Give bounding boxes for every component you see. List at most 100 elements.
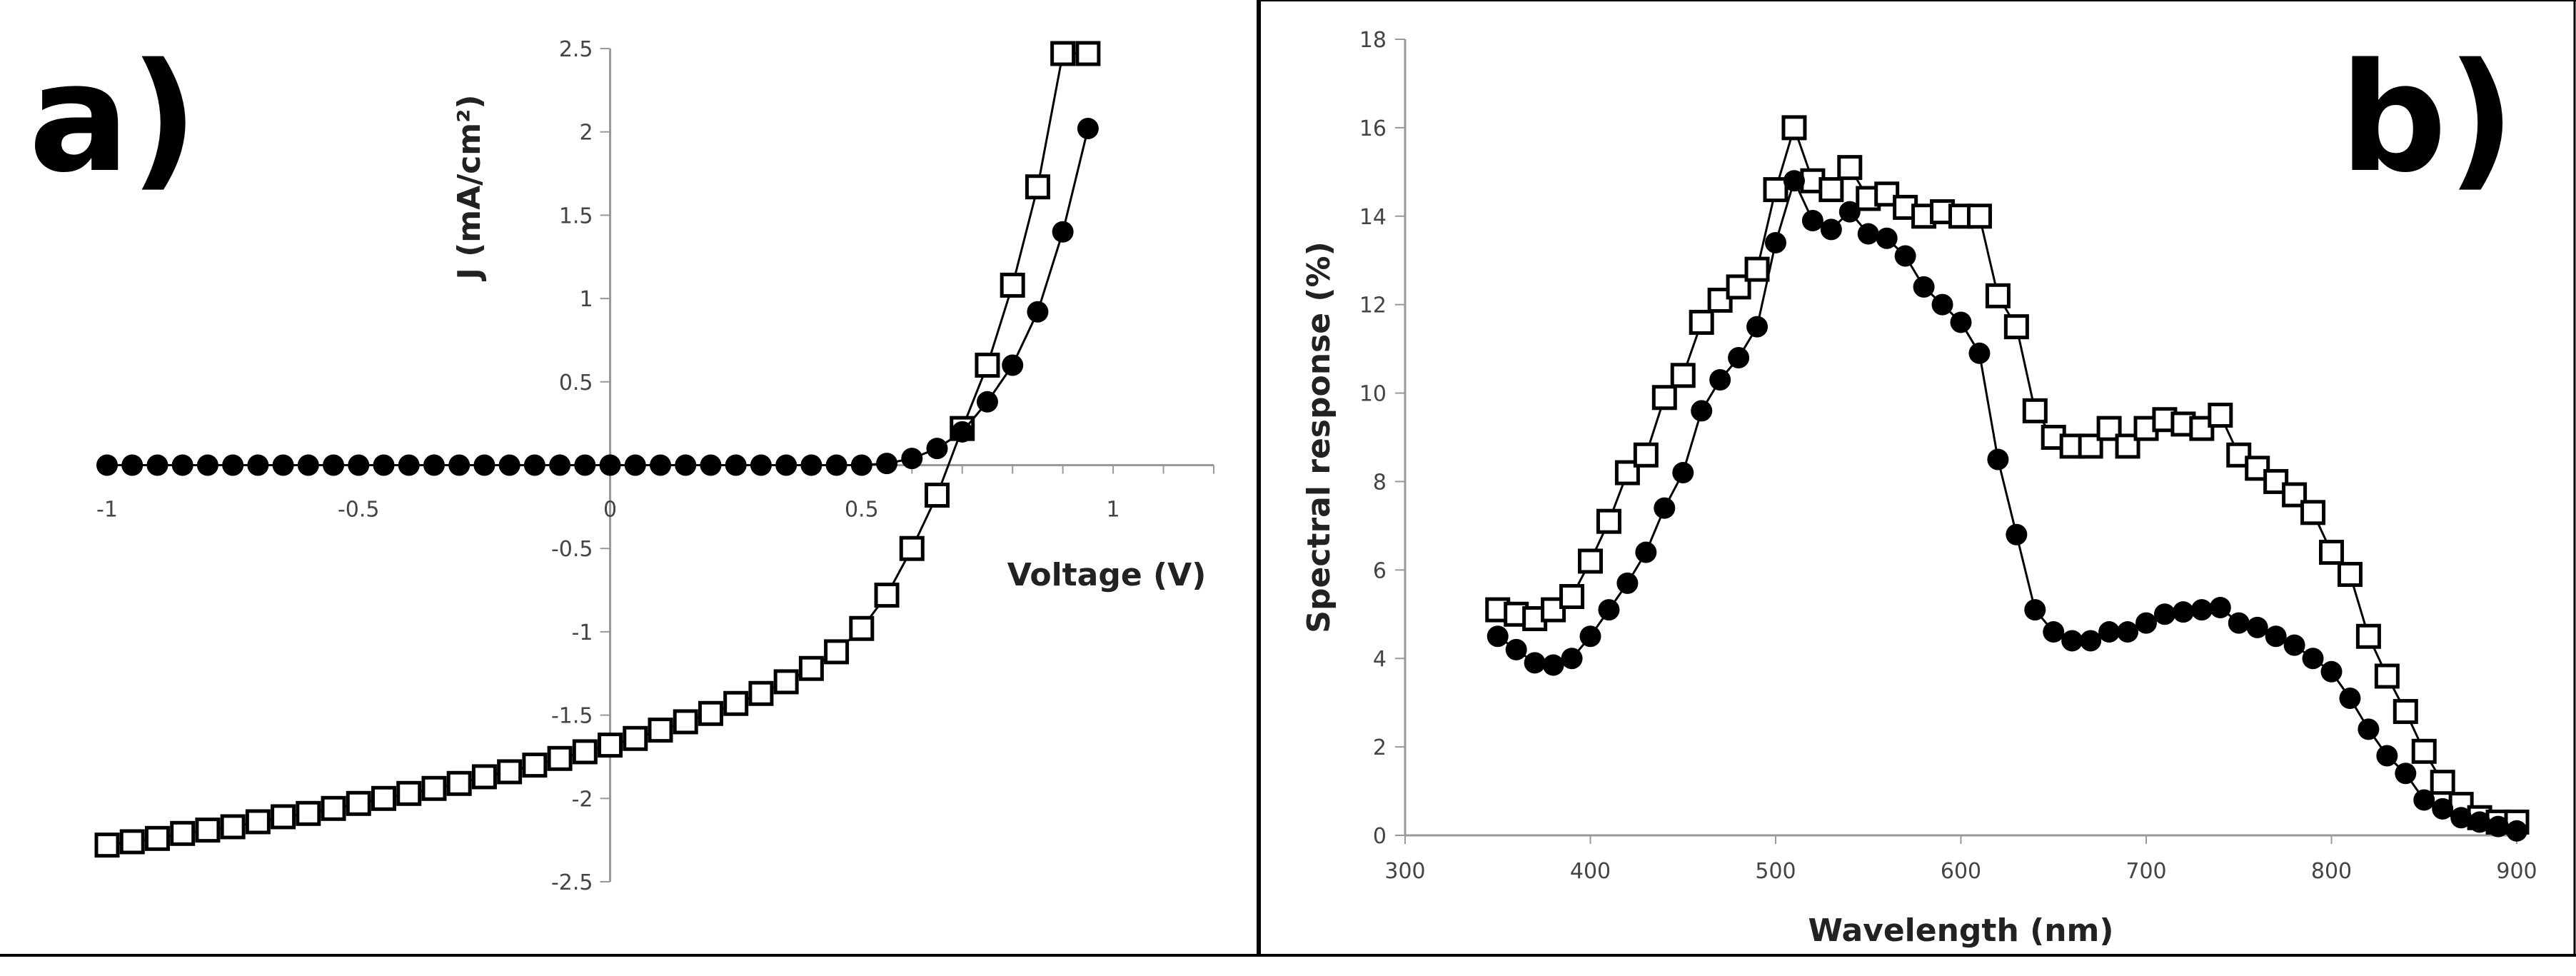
data-point-light [874, 583, 900, 608]
data-point-filled-circle [2209, 596, 2231, 618]
data-point-open-square [2374, 663, 2400, 689]
data-point-light [195, 817, 221, 843]
data-point-filled-circle [2117, 621, 2139, 643]
data-point-light [321, 795, 346, 821]
x-tick-label: 500 [1755, 859, 1796, 884]
data-point-dark [725, 454, 747, 476]
data-point-filled-circle [2061, 630, 2083, 652]
data-point-light [925, 483, 950, 508]
data-point-filled-circle [1857, 223, 1879, 245]
y-tick-label: -0.5 [551, 537, 593, 562]
data-point-filled-circle [1987, 448, 2009, 471]
y-tick-label: 1.5 [559, 203, 593, 228]
data-point-filled-circle [2153, 603, 2175, 625]
data-point-filled-circle [2172, 601, 2194, 623]
data-point-light [748, 680, 774, 706]
x-axis-title: Voltage (V) [1007, 557, 1207, 593]
x-tick-label: 800 [2311, 859, 2352, 884]
data-point-dark [1052, 221, 1074, 243]
data-point-dark [398, 454, 420, 476]
data-point-filled-circle [2487, 815, 2510, 837]
data-point-filled-circle [2339, 687, 2361, 709]
data-point-filled-circle [2413, 789, 2435, 811]
data-point-light [698, 700, 723, 726]
data-point-open-square [1559, 584, 1585, 609]
series-line-dark [107, 128, 1090, 466]
data-point-open-square [2022, 398, 2048, 423]
data-point-dark [675, 454, 697, 476]
data-point-open-square [1578, 548, 1603, 574]
data-point-light [975, 352, 1000, 378]
data-point-dark [876, 453, 898, 475]
data-point-filled-circle [1561, 648, 1583, 670]
data-point-filled-circle [2135, 612, 2157, 634]
data-point-filled-circle [1728, 347, 1750, 368]
data-point-open-square [2411, 738, 2437, 764]
data-point-filled-circle [2506, 820, 2527, 842]
data-point-dark [196, 454, 218, 476]
data-point-dark [96, 454, 118, 476]
data-point-dark [323, 454, 345, 476]
data-point-dark [926, 438, 948, 460]
data-point-dark [1002, 354, 1024, 376]
data-point-light [271, 804, 296, 830]
data-point-filled-circle [1931, 293, 1953, 316]
data-point-open-square [2393, 699, 2418, 725]
data-point-light [1050, 41, 1076, 66]
data-point-filled-circle [1635, 541, 1657, 563]
data-point-open-square [2300, 500, 2326, 525]
data-point-light [723, 690, 749, 716]
x-tick-label: 0.5 [845, 498, 879, 523]
data-point-light [170, 820, 196, 846]
x-axis-title: Wavelength (nm) [1808, 912, 2114, 949]
data-point-filled-circle [1672, 462, 1694, 484]
data-point-light [119, 829, 145, 855]
data-point-light [673, 709, 698, 735]
data-point-filled-circle [2320, 660, 2343, 683]
data-point-open-square [1651, 385, 1677, 411]
data-point-filled-circle [2043, 621, 2065, 643]
data-point-light [547, 745, 573, 771]
data-point-dark [121, 454, 144, 476]
series-line-open-square [1497, 124, 2517, 823]
data-point-light [773, 669, 799, 695]
data-point-light [598, 733, 623, 758]
y-tick-label: -1.5 [551, 704, 593, 729]
data-point-filled-circle [1616, 572, 1639, 594]
data-point-filled-circle [1486, 625, 1509, 648]
data-point-light [522, 753, 548, 778]
data-point-light [849, 615, 875, 641]
data-point-filled-circle [2024, 599, 2046, 621]
data-point-filled-circle [2358, 718, 2380, 740]
data-point-dark [599, 454, 621, 476]
data-point-light [471, 764, 497, 790]
data-point-dark [222, 454, 244, 476]
y-axis-title: J (mA/cm²) [451, 94, 488, 281]
data-point-dark [574, 454, 596, 476]
data-point-dark [297, 454, 319, 476]
y-tick-label: 1 [579, 287, 593, 312]
data-point-open-square [2208, 403, 2233, 428]
y-tick-label: 6 [1373, 558, 1387, 583]
data-point-filled-circle [1968, 342, 1991, 364]
data-point-filled-circle [2376, 745, 2398, 767]
data-point-dark [171, 454, 193, 476]
data-point-open-square [1781, 115, 1807, 141]
data-point-light [824, 639, 850, 665]
panel-a-iv-chart: -1 -0.5 0 0.5 1 -2.5 -2 -1.5 -1 -0.5 0.5 1 1.5 2 2.5 Vo… [29, 31, 1214, 895]
data-point-dark [473, 454, 495, 476]
data-point-filled-circle [1542, 654, 1564, 676]
data-point-light [899, 535, 925, 561]
data-point-filled-circle [1691, 400, 1713, 422]
data-point-light [396, 780, 422, 806]
data-point-filled-circle [2098, 621, 2120, 643]
data-point-light [220, 814, 246, 840]
data-point-light [245, 809, 271, 835]
y-tick-label: -1 [572, 620, 593, 645]
y-tick-label: 2 [579, 121, 593, 146]
y-tick-label: 10 [1359, 382, 1387, 407]
data-point-dark [423, 454, 445, 476]
data-point-dark [348, 454, 370, 476]
data-point-dark [976, 391, 998, 413]
data-point-filled-circle [1505, 638, 1527, 660]
